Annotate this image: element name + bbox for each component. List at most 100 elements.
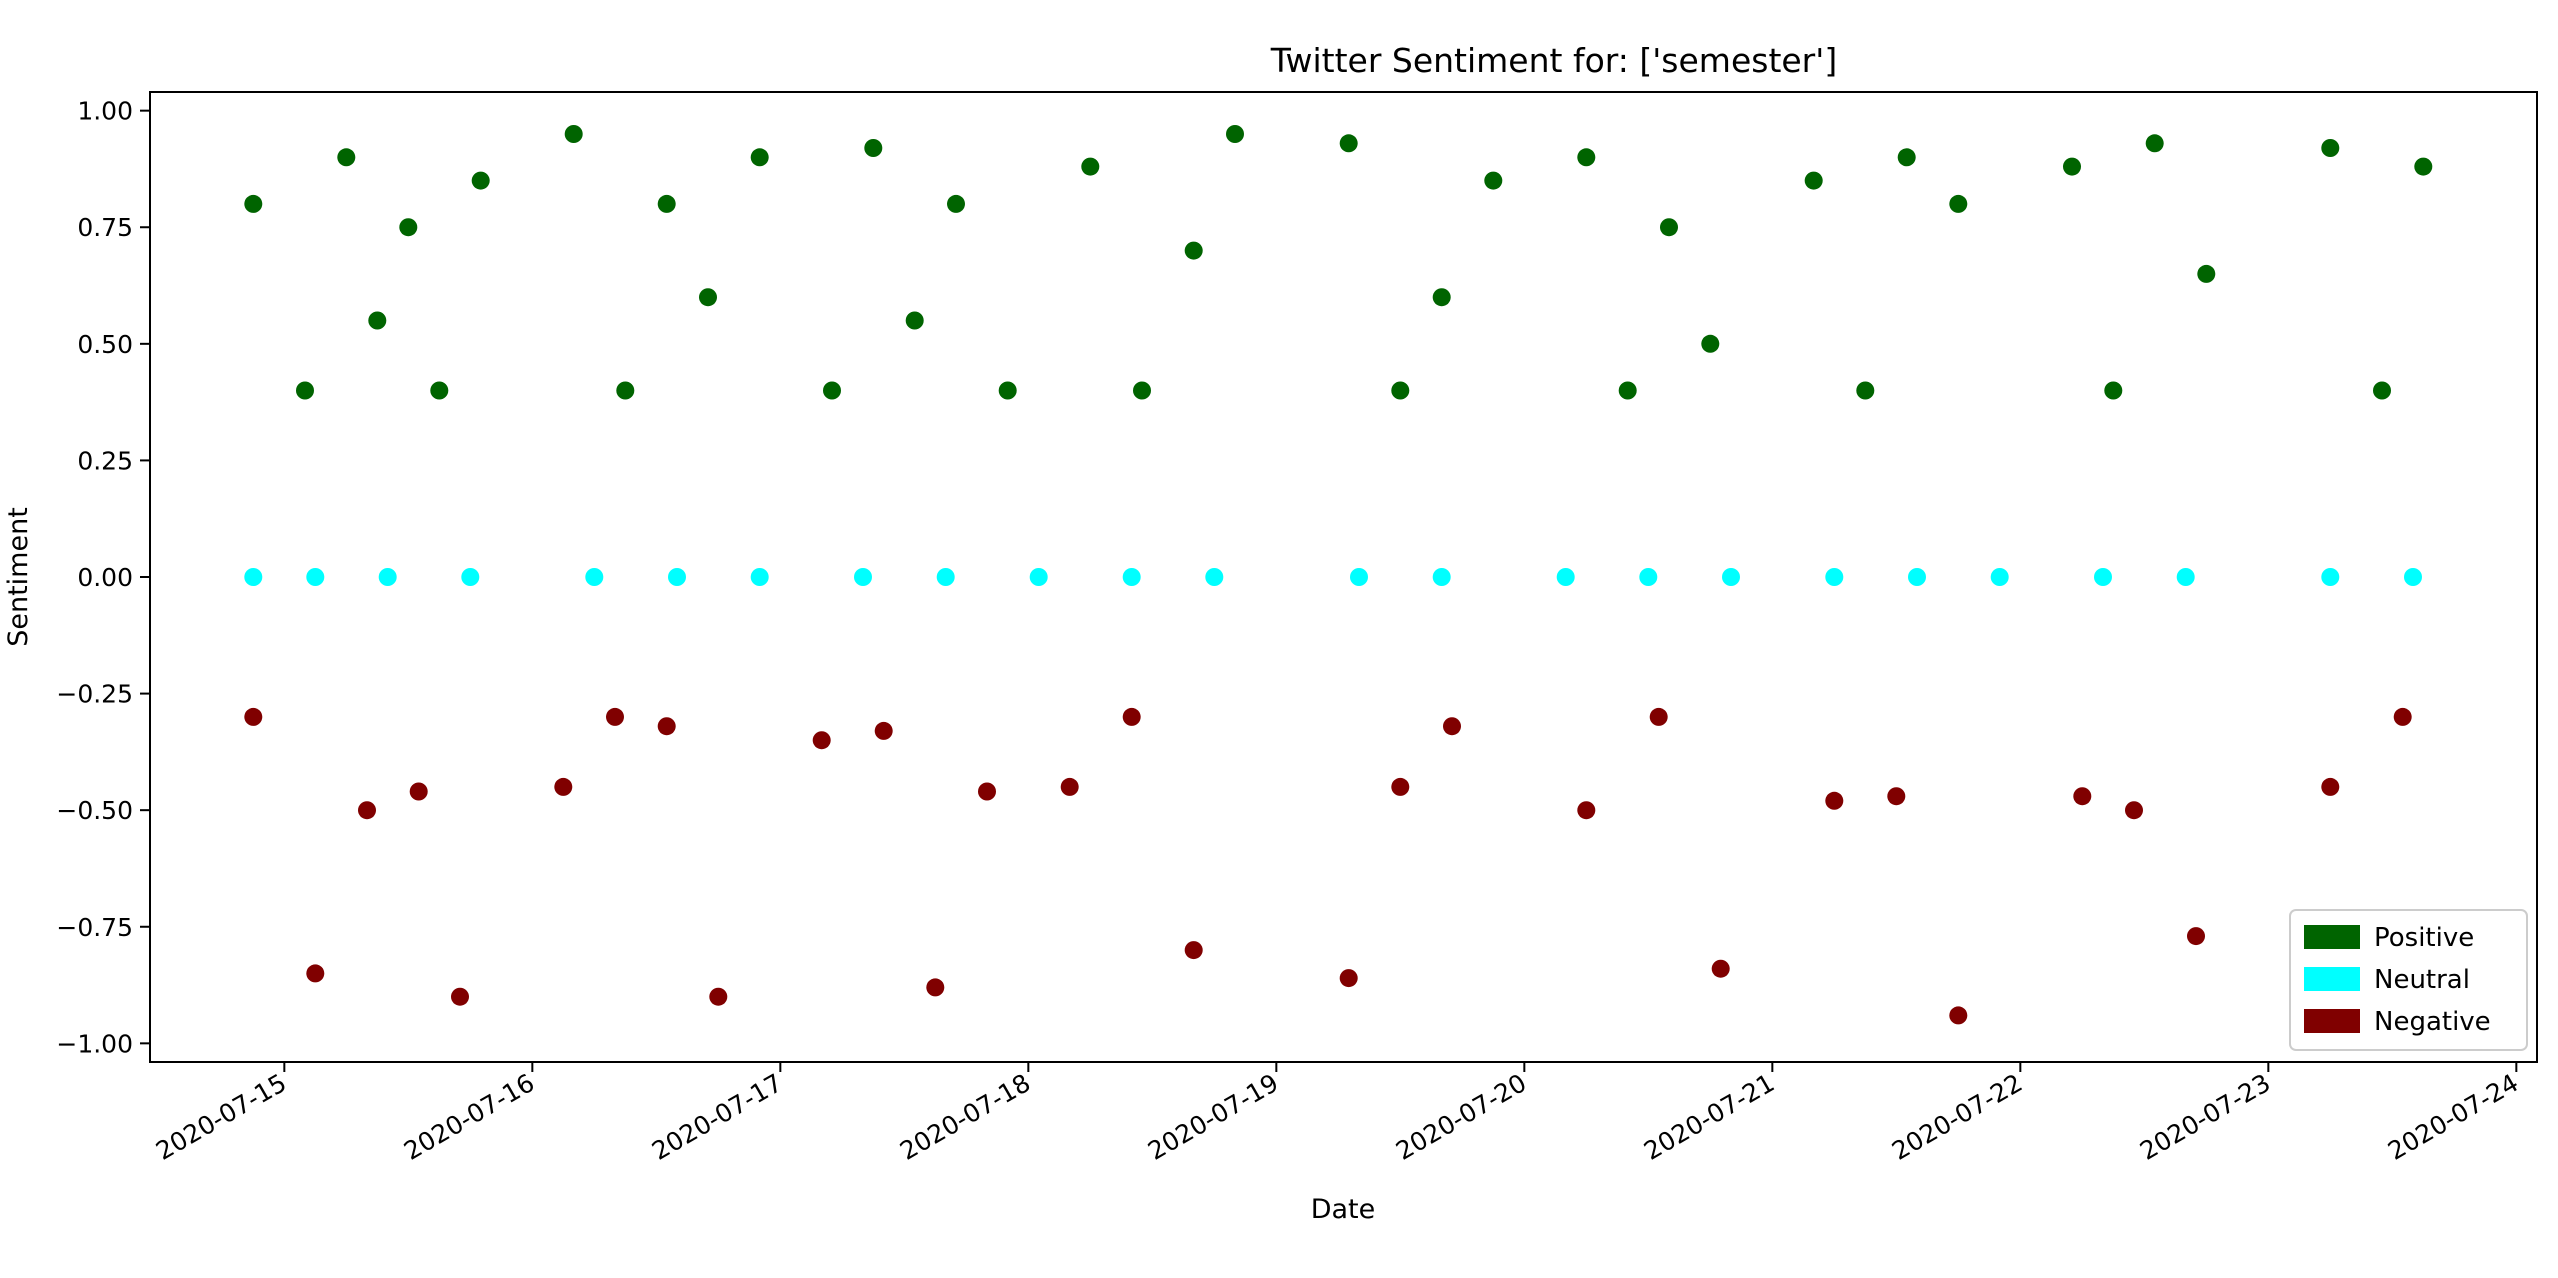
positive-point	[1856, 381, 1875, 400]
neutral-point	[1908, 568, 1926, 586]
y-tick-label: 0.50	[77, 330, 133, 359]
negative-point	[1887, 787, 1906, 806]
neutral-point	[1639, 568, 1658, 586]
positive-point	[657, 194, 676, 213]
y-tick-label: −0.75	[56, 913, 133, 942]
positive-point	[864, 139, 883, 157]
negative-point	[358, 801, 376, 820]
x-tick-label: 2020-07-24	[2383, 1068, 2523, 1166]
positive-point	[1897, 148, 1916, 167]
positive-point	[2321, 139, 2340, 157]
negative-point	[1122, 707, 1141, 726]
negative-point	[409, 782, 428, 801]
positive-point	[1577, 148, 1596, 167]
neutral-point	[306, 568, 325, 586]
positive-point	[564, 125, 583, 143]
neutral-point	[2176, 568, 2195, 586]
positive-point	[1339, 134, 1358, 153]
neutral-point	[854, 568, 872, 586]
positive-point	[244, 194, 263, 213]
neutral-point	[1432, 568, 1451, 586]
negative-point	[1649, 707, 1668, 726]
positive-point	[1484, 171, 1503, 190]
positive-point	[2145, 134, 2164, 153]
positive-point	[905, 311, 924, 330]
negative-point	[606, 707, 624, 726]
neutral-point	[750, 568, 769, 586]
neutral-point	[1029, 568, 1048, 586]
x-axis-label: Date	[1311, 1194, 1376, 1225]
neutral-point	[1205, 568, 1224, 586]
x-tick-label: 2020-07-18	[895, 1068, 1035, 1166]
legend-swatch-neutral	[2304, 967, 2360, 991]
positive-point	[699, 288, 717, 307]
negative-point	[306, 964, 325, 983]
y-tick-label: 0.25	[77, 446, 133, 475]
negative-point	[2125, 801, 2143, 820]
negative-point	[812, 731, 831, 750]
positive-point	[998, 381, 1017, 400]
negative-point	[709, 987, 728, 1006]
negative-point	[1391, 777, 1410, 796]
data-points	[244, 125, 2433, 1025]
legend-label-negative: Negative	[2374, 1007, 2491, 1037]
negative-point	[2321, 777, 2340, 796]
positive-point	[1701, 334, 1720, 353]
negative-point	[1577, 801, 1596, 820]
negative-point	[2187, 927, 2205, 946]
neutral-point	[2094, 568, 2112, 586]
positive-point	[337, 148, 356, 167]
negative-point	[554, 777, 573, 796]
positive-point	[296, 381, 314, 400]
negative-point	[244, 707, 263, 726]
neutral-point	[461, 568, 480, 586]
y-axis: 1.00 0.75 0.50 0.25 0.00 −0.25 −0.50 −0.75 −1.00	[56, 97, 150, 1058]
positive-point	[2373, 381, 2391, 400]
positive-point	[947, 194, 965, 213]
legend-swatch-negative	[2304, 1009, 2360, 1033]
y-tick-label: 0.75	[77, 213, 133, 242]
negative-point	[2073, 787, 2092, 806]
x-tick-label: 2020-07-16	[399, 1068, 539, 1166]
positive-point	[616, 381, 635, 400]
neutral-point	[585, 568, 604, 586]
positive-point	[430, 381, 449, 400]
negative-point	[1339, 969, 1358, 988]
positive-point	[399, 218, 418, 237]
neutral-point	[244, 568, 263, 586]
positive-point	[2414, 157, 2433, 176]
neutral-point	[1722, 568, 1740, 586]
positive-point	[2063, 157, 2081, 176]
negative-point	[657, 717, 676, 736]
x-tick-label: 2020-07-21	[1639, 1068, 1779, 1166]
x-axis: 2020-07-15 2020-07-16 2020-07-17 2020-07-18…	[151, 1062, 2523, 1166]
positive-point	[1804, 171, 1823, 190]
positive-point	[1226, 125, 1244, 143]
legend-swatch-positive	[2304, 925, 2360, 949]
x-tick-label: 2020-07-23	[2135, 1068, 2275, 1166]
chart-title: Twitter Sentiment for: ['semester']	[1270, 41, 1837, 80]
negative-point	[1825, 791, 1844, 810]
x-tick-label: 2020-07-17	[647, 1068, 787, 1166]
neutral-point	[936, 568, 955, 586]
y-axis-label: Sentiment	[3, 507, 34, 647]
positive-point	[1391, 381, 1410, 400]
positive-point	[1949, 194, 1968, 213]
positive-point	[2197, 264, 2216, 283]
neutral-point	[2321, 568, 2340, 586]
x-tick-label: 2020-07-15	[151, 1068, 291, 1166]
x-tick-label: 2020-07-19	[1143, 1068, 1283, 1166]
y-tick-label: 0.00	[77, 563, 133, 592]
positive-point	[1618, 381, 1637, 400]
legend: Positive Neutral Negative	[2289, 909, 2528, 1051]
negative-point	[2393, 707, 2412, 726]
y-tick-label: 1.00	[77, 97, 133, 126]
y-tick-label: −0.25	[56, 680, 133, 709]
neutral-point	[1122, 568, 1141, 586]
neutral-point	[1990, 568, 2009, 586]
negative-point	[451, 987, 469, 1006]
neutral-point	[378, 568, 397, 586]
positive-point	[1660, 218, 1678, 237]
negative-point	[1060, 777, 1079, 796]
